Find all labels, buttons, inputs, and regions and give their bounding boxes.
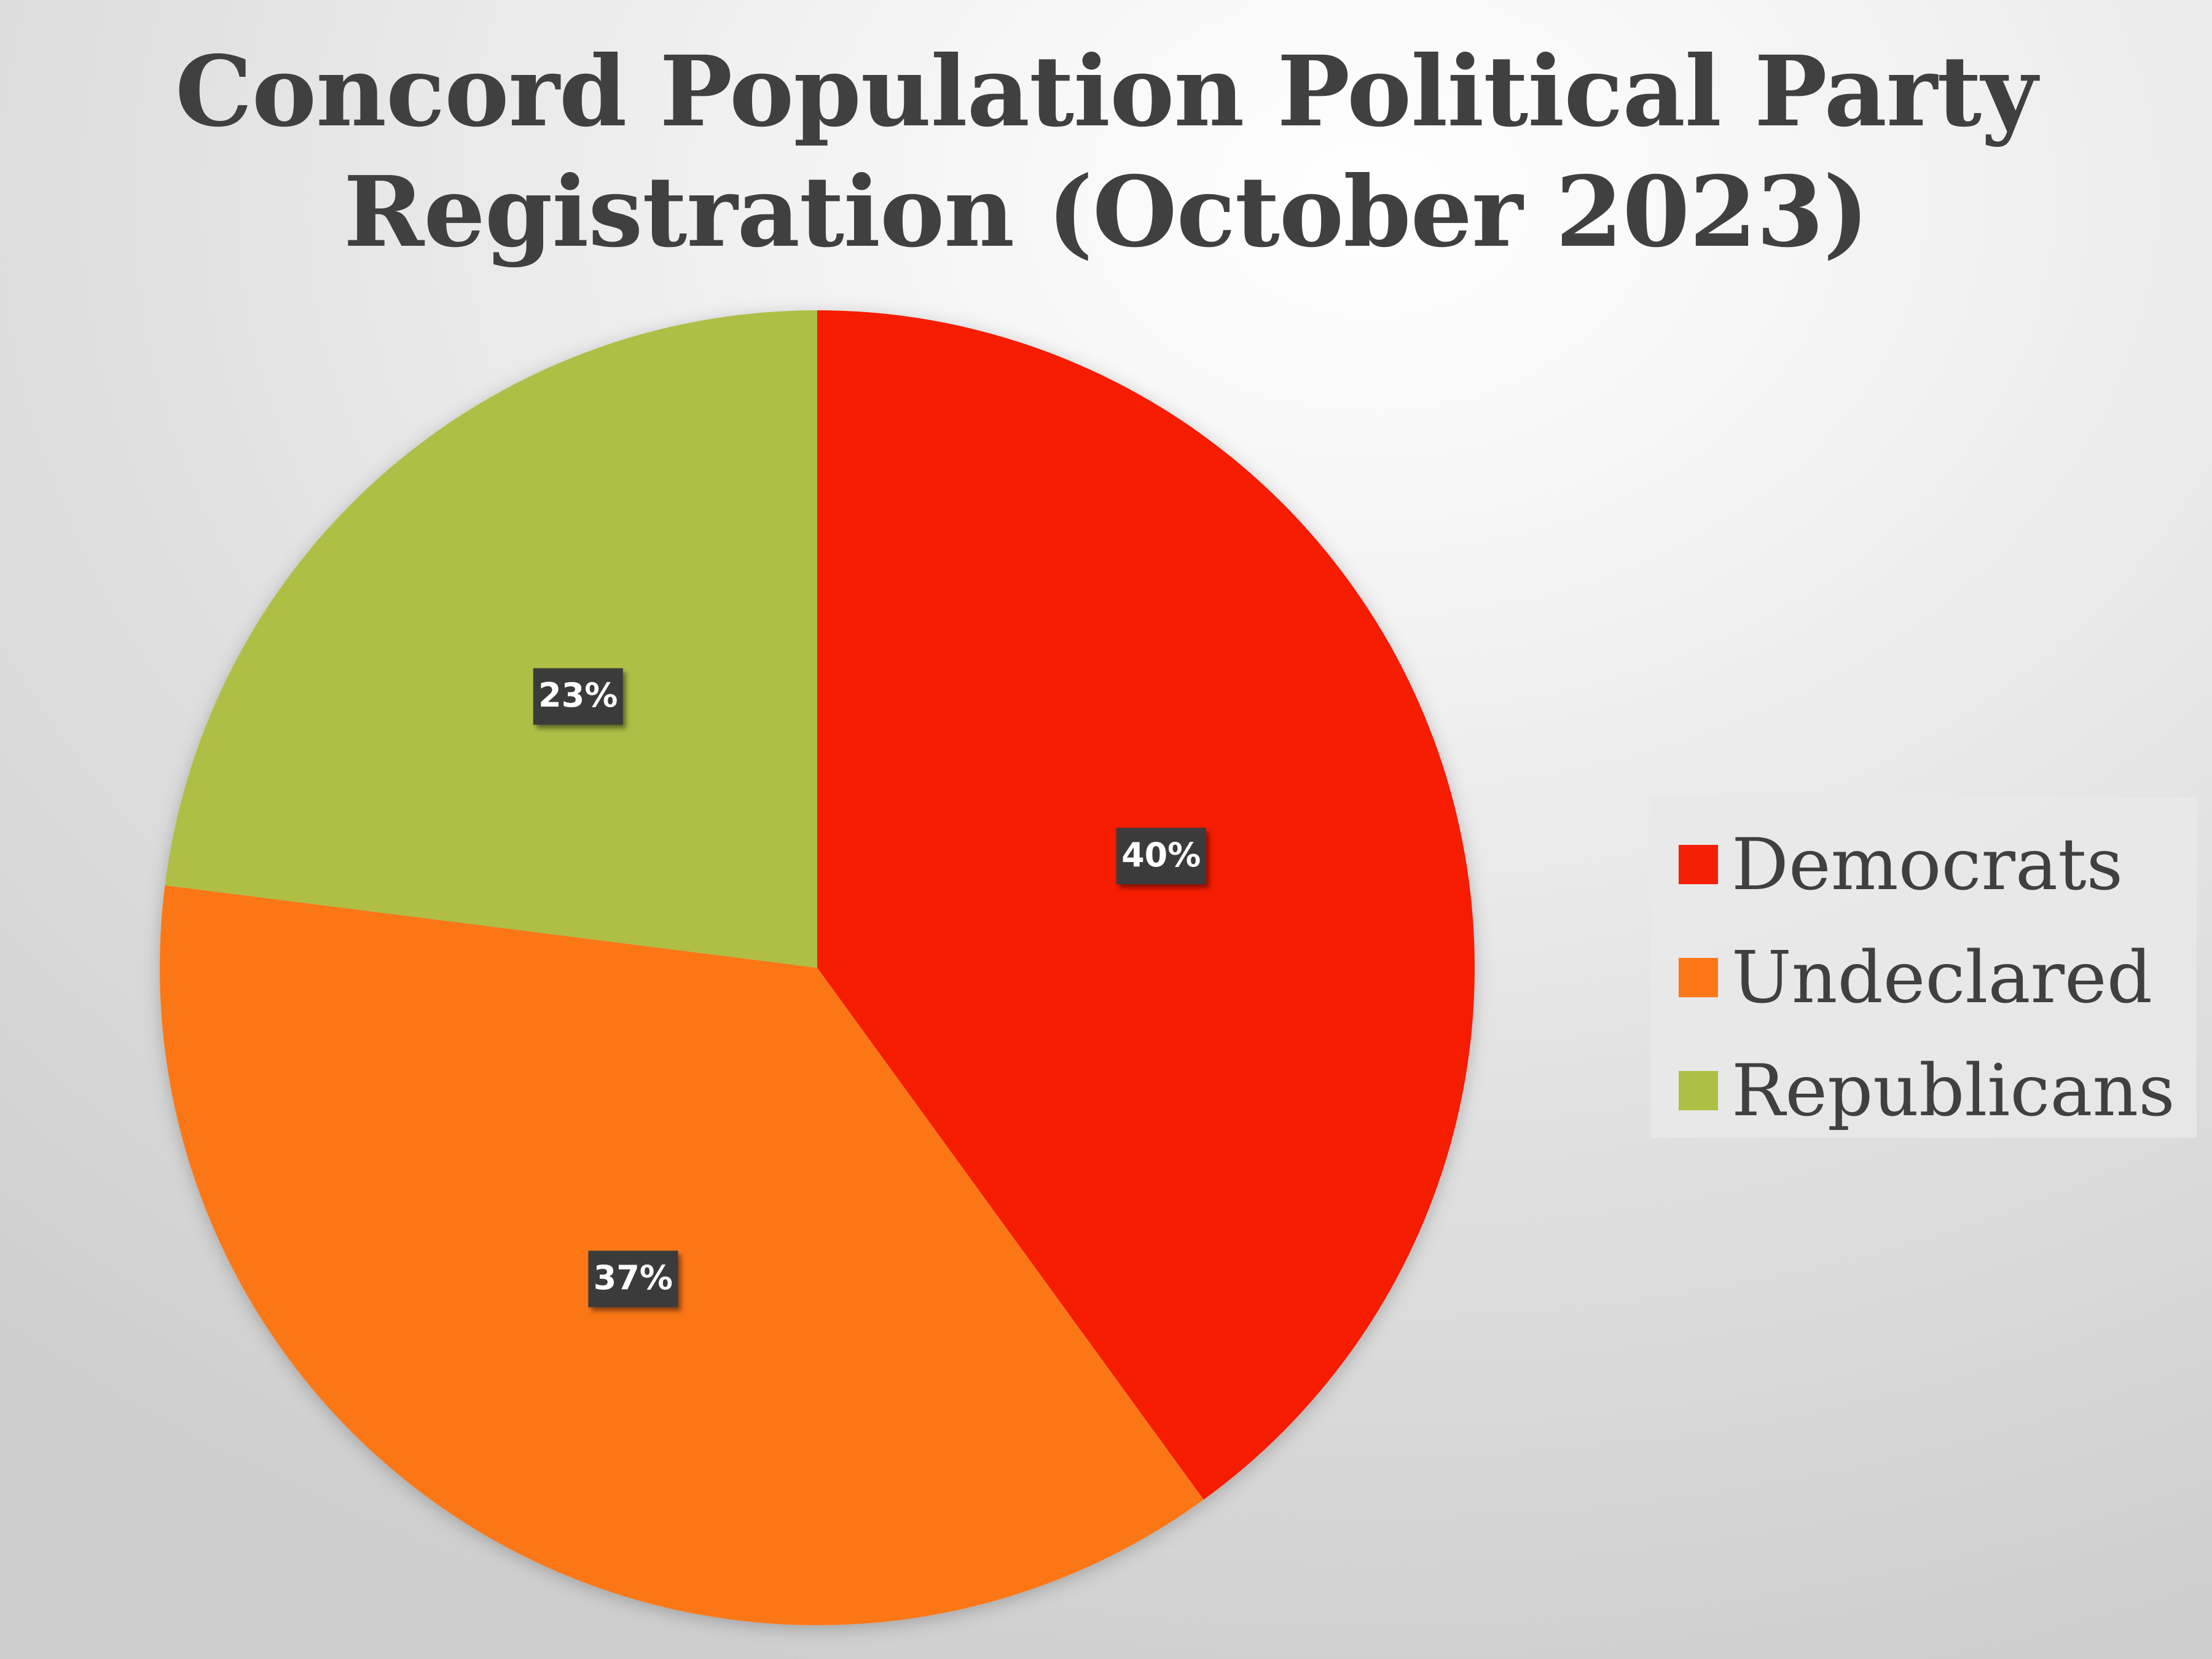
pie-slice-undeclared (160, 885, 1204, 1625)
legend-swatch (1679, 845, 1718, 884)
pie-data-labels: 40% 37% 23% (533, 668, 1206, 1308)
legend-label: Democrats (1732, 823, 2124, 906)
data-label-undeclared: 37% (588, 1250, 678, 1308)
pie-slice-democrats (817, 310, 1475, 1500)
legend-swatch (1679, 958, 1718, 997)
legend-label: Undeclared (1732, 936, 2152, 1019)
legend-item-democrats: Democrats (1679, 808, 2197, 921)
data-label-box (533, 668, 623, 725)
pie-slice-republicans (165, 310, 817, 968)
pie-slices (160, 310, 1475, 1625)
data-label-democrats: 40% (1116, 828, 1206, 885)
data-label-box (1116, 828, 1206, 885)
legend: Democrats Undeclared Republicans (1651, 797, 2197, 1138)
data-label-box (588, 1250, 678, 1308)
data-label-republicans: 23% (533, 668, 623, 725)
legend-item-undeclared: Undeclared (1679, 921, 2197, 1034)
data-label-text: 40% (1121, 836, 1201, 874)
chart-title: Concord Population Political Party Regis… (0, 32, 2212, 273)
chart-title-line-1: Concord Population Political Party (175, 35, 2037, 149)
legend-label: Republicans (1732, 1049, 2175, 1132)
legend-swatch (1679, 1071, 1718, 1110)
data-label-text: 37% (594, 1258, 673, 1297)
chart-title-line-2: Registration (October 2023) (343, 155, 1869, 269)
data-label-text: 23% (538, 676, 618, 715)
legend-item-republicans: Republicans (1679, 1034, 2197, 1147)
